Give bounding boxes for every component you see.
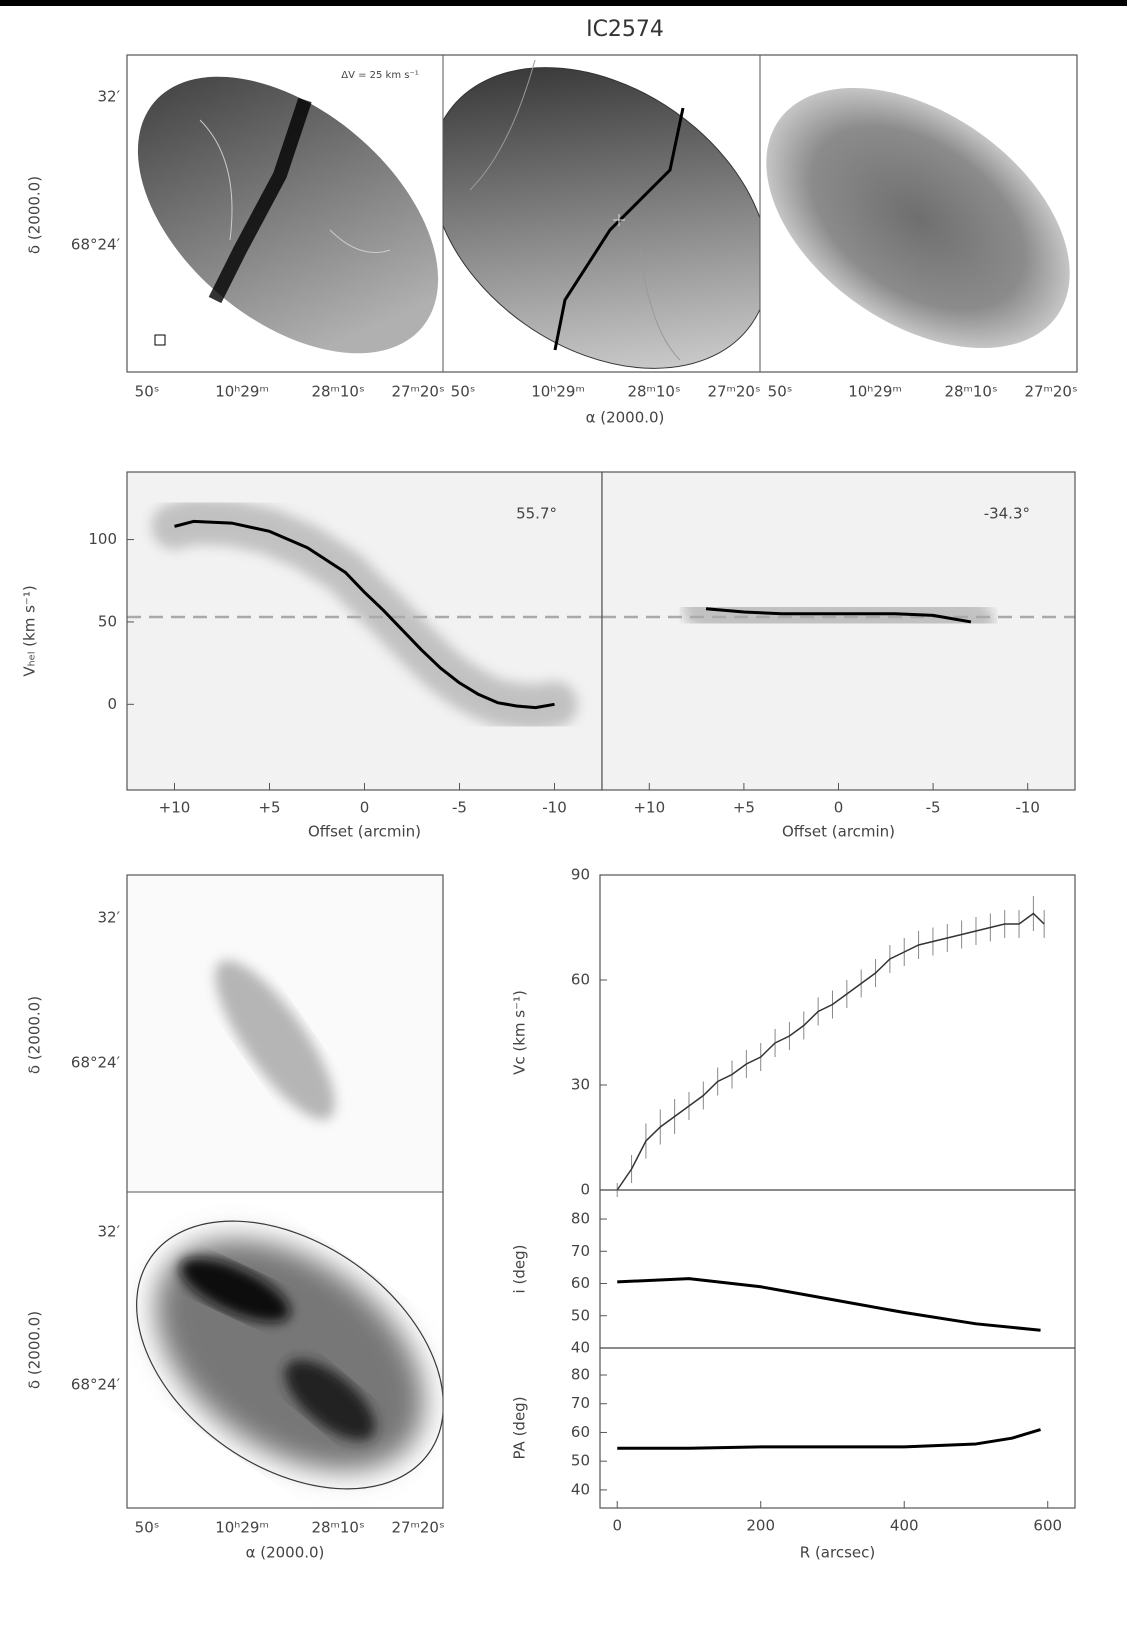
y-tick-label: 40 [571, 1339, 590, 1357]
x-tick-label: +5 [258, 799, 280, 817]
x-tick-label: 27ᵐ20ˢ [391, 383, 444, 401]
y-tick-label: 0 [107, 695, 117, 713]
y-tick-label: 60 [571, 1274, 590, 1292]
y-axis-label: i (deg) [511, 1245, 529, 1294]
y-tick-label: 40 [571, 1480, 590, 1498]
x-tick-label: 28ᵐ10ˢ [944, 383, 997, 401]
x-tick-label: 50ˢ [135, 1519, 160, 1537]
y-tick-label: 80 [571, 1366, 590, 1384]
y-tick-label: 100 [88, 530, 117, 548]
y-tick-label: 68°24′ [71, 1054, 121, 1072]
panel-frame [599, 874, 1076, 1191]
y-tick-label: 60 [571, 971, 590, 989]
x-tick-label: 50ˢ [135, 383, 160, 401]
y-tick-label: 60 [571, 1423, 590, 1441]
column-density-map [136, 1220, 443, 1490]
annotation: 55.7° [516, 505, 557, 523]
y-tick-label: 68°24′ [71, 236, 121, 254]
y-tick-label: 50 [98, 612, 117, 630]
y-axis-label: PA (deg) [511, 1396, 529, 1459]
y-tick-label: 50 [571, 1306, 590, 1324]
x-tick-label: +10 [159, 799, 191, 817]
y-axis-label: δ (2000.0) [26, 176, 44, 254]
x-tick-label: -5 [926, 799, 941, 817]
fit-line [617, 1428, 1041, 1450]
y-tick-label: 70 [571, 1394, 590, 1412]
x-tick-label: 600 [1033, 1517, 1062, 1535]
x-tick-label: 0 [360, 799, 370, 817]
y-axis-label: Vₕₑₗ (km s⁻¹) [21, 585, 39, 676]
x-tick-label: 27ᵐ20ˢ [1024, 383, 1077, 401]
x-tick-label: 10ʰ29ᵐ [848, 383, 902, 401]
x-axis-label: Offset (arcmin) [308, 823, 421, 841]
model-field [443, 59, 760, 369]
x-tick-label: 27ᵐ20ˢ [391, 1519, 444, 1537]
x-axis-label: α (2000.0) [586, 409, 665, 427]
x-tick-label: 28ᵐ10ˢ [627, 383, 680, 401]
rotation-curve [616, 912, 1045, 1191]
x-tick-label: 50ˢ [768, 383, 793, 401]
y-axis-label: δ (2000.0) [26, 1311, 44, 1389]
panel-frame [599, 1189, 1076, 1349]
y-axis-label: δ (2000.0) [26, 996, 44, 1074]
y-tick-label: 68°24′ [71, 1376, 121, 1394]
y-tick-label: 70 [571, 1242, 590, 1260]
x-tick-label: 28ᵐ10ˢ [311, 383, 364, 401]
y-tick-label: 0 [580, 1181, 590, 1199]
x-axis-label: R (arcsec) [800, 1544, 875, 1562]
fit-line [174, 519, 555, 710]
panel-frame [599, 1347, 1076, 1509]
y-tick-label: 80 [571, 1210, 590, 1228]
x-tick-label: 0 [612, 1517, 622, 1535]
y-tick-label: 32′ [98, 1223, 121, 1241]
figure-title: IC2574 [586, 17, 664, 42]
optical-galaxy [215, 960, 335, 1120]
x-tick-label: 28ᵐ10ˢ [311, 1519, 364, 1537]
y-tick-label: 32′ [98, 909, 121, 927]
x-tick-label: 10ʰ29ᵐ [215, 1519, 269, 1537]
x-tick-label: 10ʰ29ᵐ [531, 383, 585, 401]
x-axis-label: α (2000.0) [246, 1544, 325, 1562]
x-tick-label: -10 [542, 799, 567, 817]
x-tick-label: -10 [1015, 799, 1040, 817]
y-tick-label: 32′ [98, 88, 121, 106]
x-tick-label: 10ʰ29ᵐ [215, 383, 269, 401]
y-tick-label: 90 [571, 866, 590, 884]
annotation: ΔV = 25 km s⁻¹ [341, 70, 419, 81]
residual-field [766, 87, 1070, 349]
velocity-field [137, 76, 439, 354]
annotation: -34.3° [984, 505, 1030, 523]
x-tick-label: -5 [452, 799, 467, 817]
y-tick-label: 30 [571, 1076, 590, 1094]
x-tick-label: 400 [890, 1517, 919, 1535]
x-tick-label: 0 [834, 799, 844, 817]
y-tick-label: 50 [571, 1452, 590, 1470]
x-tick-label: 50ˢ [451, 383, 476, 401]
x-tick-label: 27ᵐ20ˢ [707, 383, 760, 401]
y-axis-label: Vc (km s⁻¹) [511, 990, 529, 1075]
x-axis-label: Offset (arcmin) [782, 823, 895, 841]
x-tick-label: +5 [733, 799, 755, 817]
fit-line [705, 607, 972, 624]
fit-line [617, 1277, 1041, 1332]
map-frame [126, 54, 1078, 373]
top-bar [0, 0, 1127, 6]
x-tick-label: 200 [746, 1517, 775, 1535]
x-tick-label: +10 [633, 799, 665, 817]
